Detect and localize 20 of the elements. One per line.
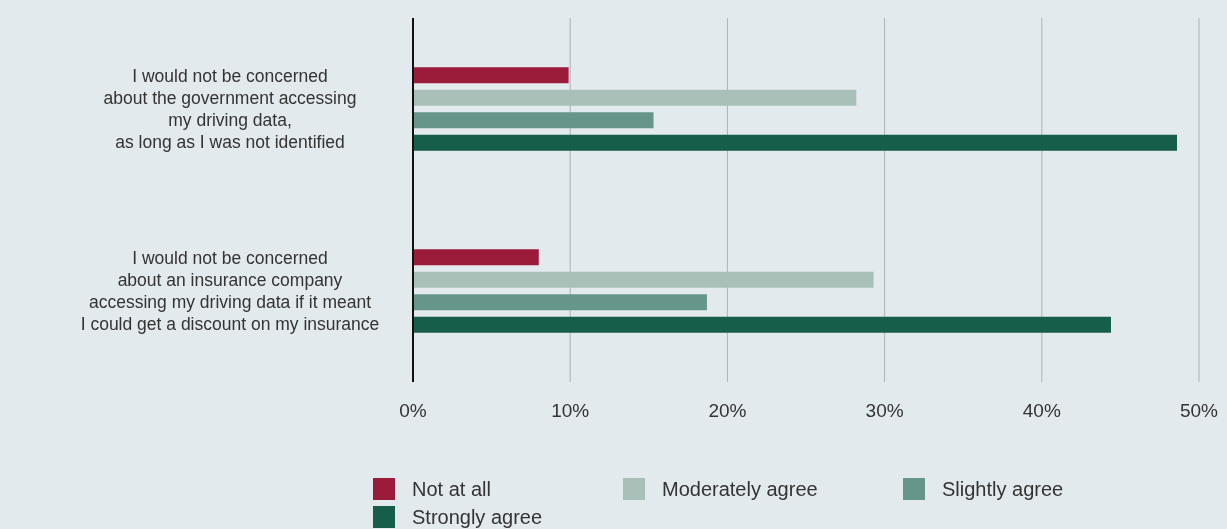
bar [413,134,1177,151]
x-tick-label: 10% [551,400,590,421]
bar [413,316,1111,333]
x-tick-label: 40% [1022,400,1061,421]
x-tick-label: 20% [708,400,747,421]
legend-label: Slightly agree [942,478,1064,500]
y-tick-label: I would not be concerned about an insurance company accessing my driving data if it meant I could get a discount on my insurance [80,248,380,334]
bar [413,89,857,106]
legend-label: Moderately agree [662,478,818,500]
y-tick-label: I would not be concerned about the government accessing my driving data, as long as I was not identified [103,66,357,152]
legend-label: Not at all [412,478,491,500]
bar [413,271,874,288]
x-tick-label: 30% [865,400,904,421]
x-tick-label: 50% [1179,400,1219,421]
x-tick-label: 0% [399,400,427,421]
legend-label: Strongly agree [412,506,543,528]
bar [413,294,707,311]
bar [413,67,569,84]
bar [413,112,654,129]
bar [413,249,539,266]
